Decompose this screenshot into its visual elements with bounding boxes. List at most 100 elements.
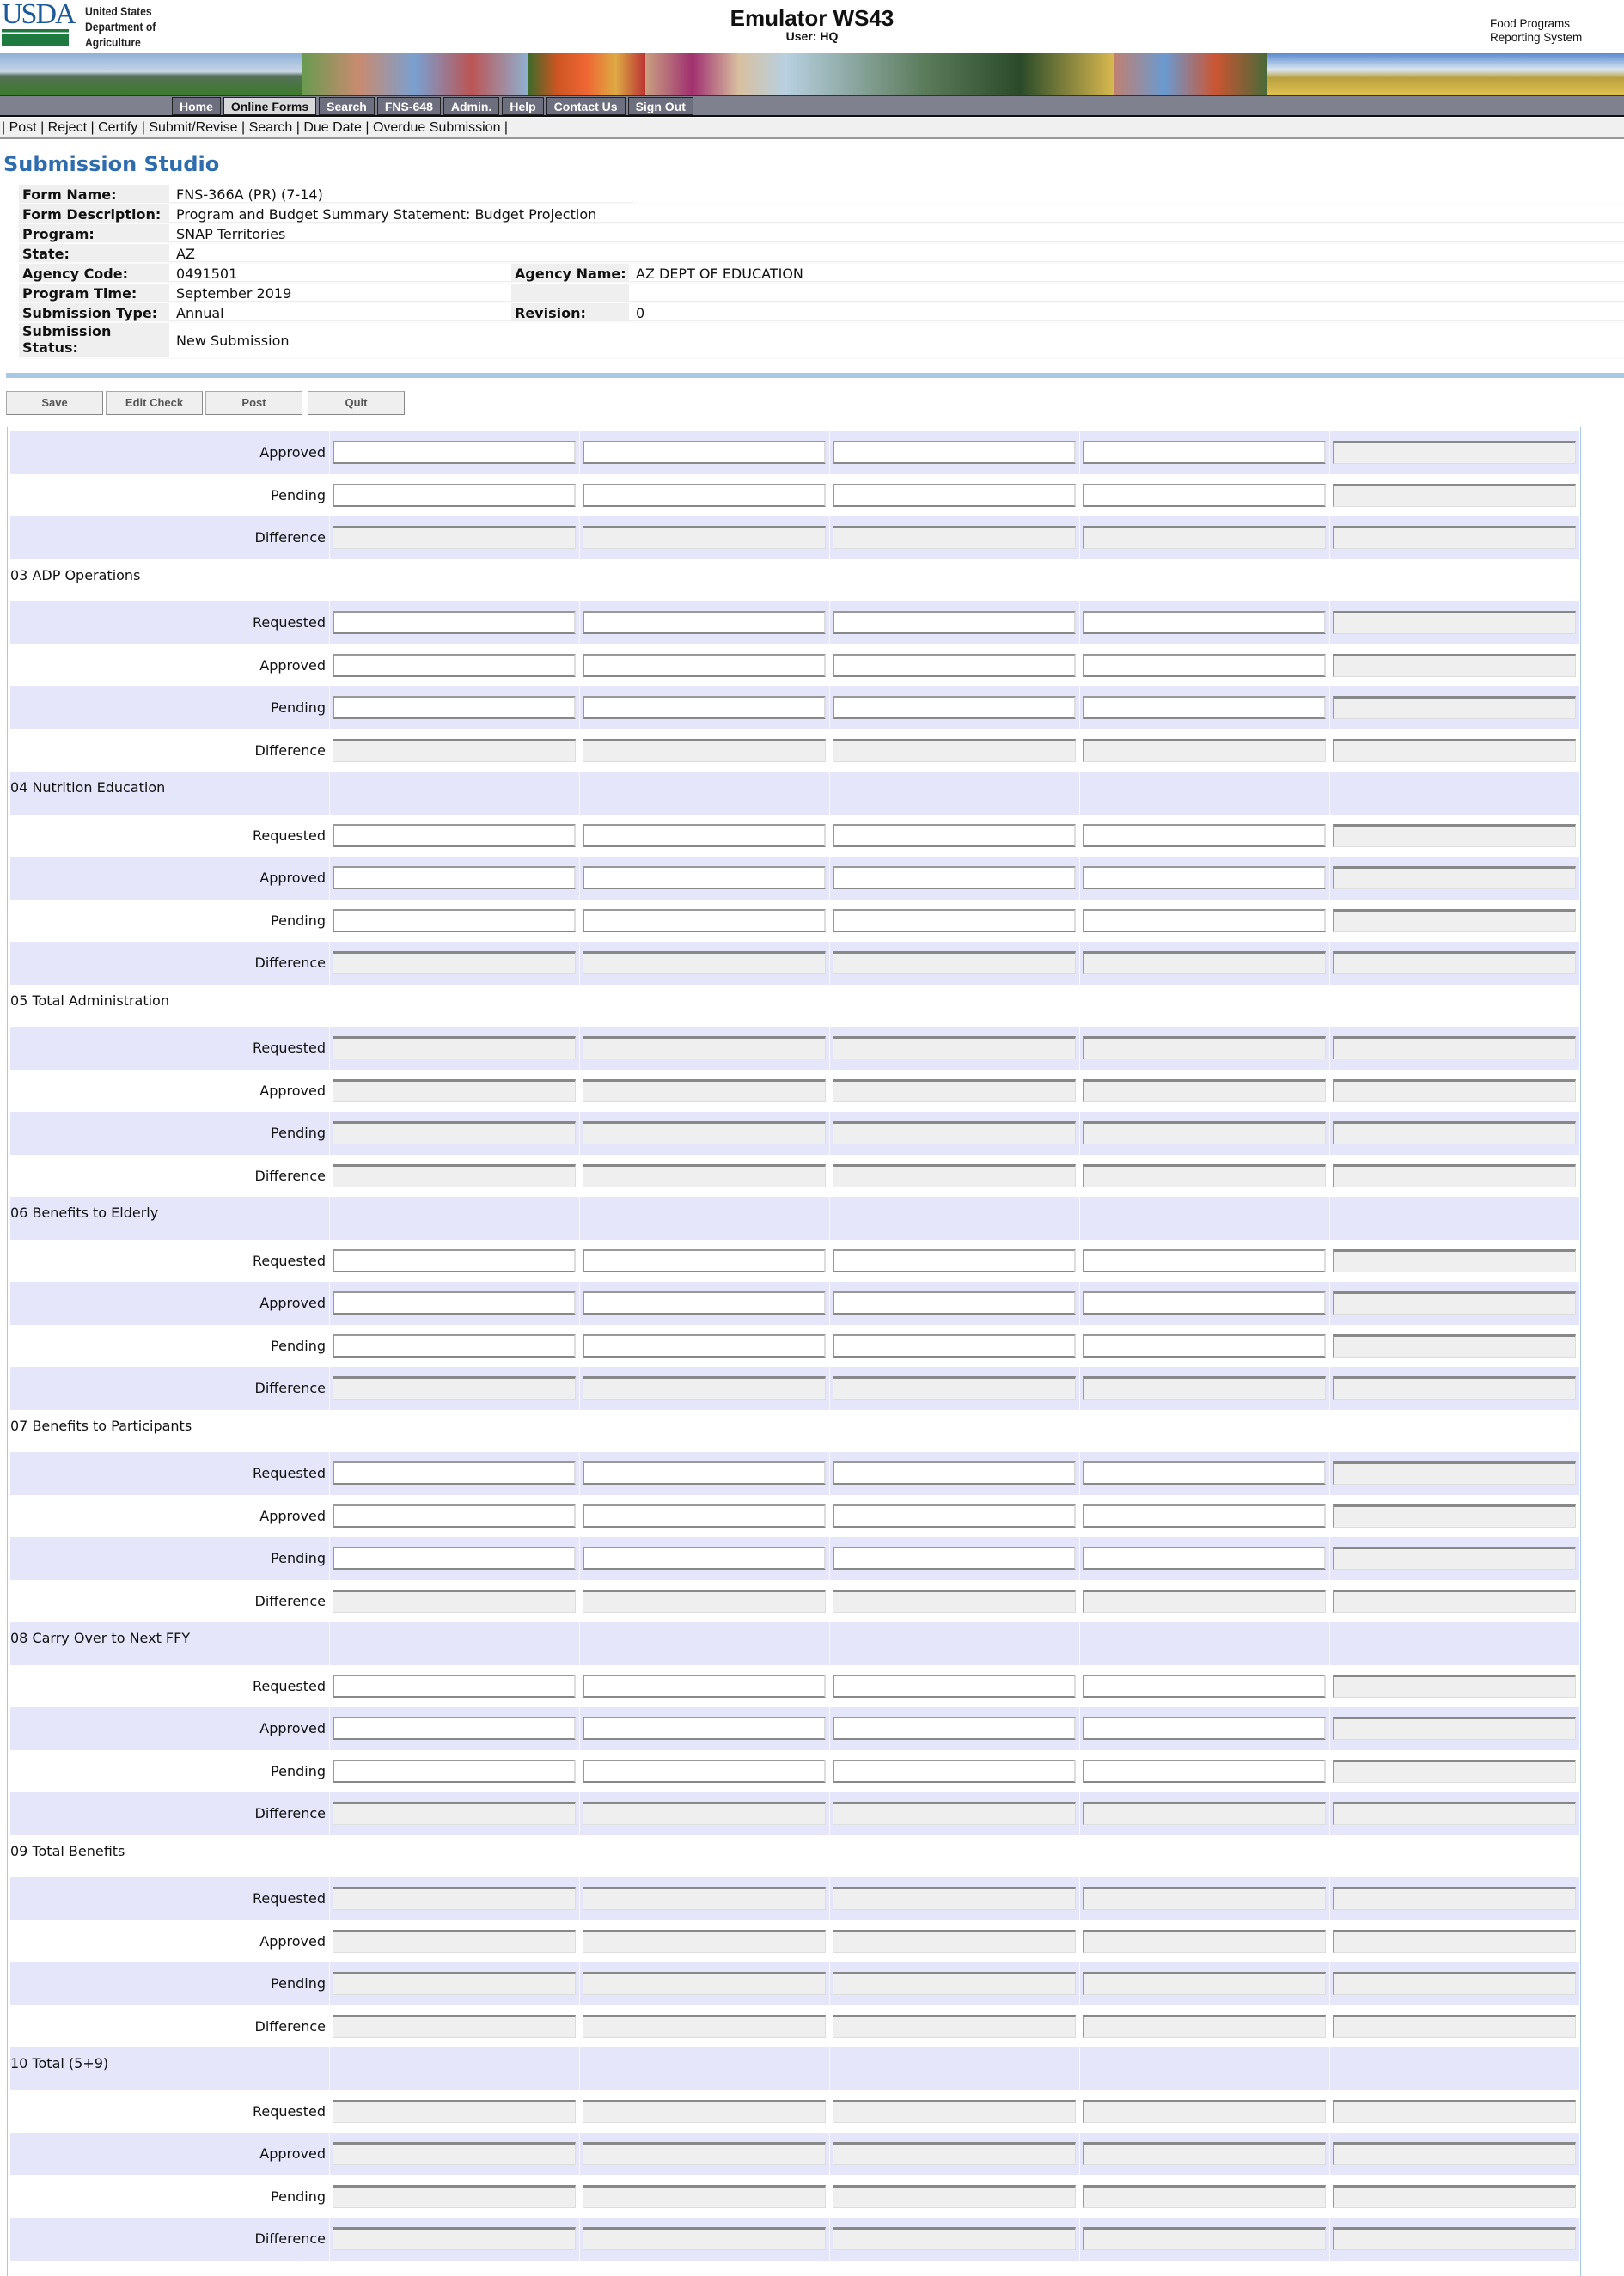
table-row: Approved <box>10 1919 1579 1962</box>
amount-input[interactable] <box>583 1461 826 1486</box>
amount-input[interactable] <box>1083 611 1326 635</box>
amount-input[interactable] <box>583 696 826 720</box>
nav-online-forms[interactable]: Online Forms <box>223 97 317 115</box>
nav-home[interactable]: Home <box>172 97 221 115</box>
amount-input[interactable] <box>833 1461 1076 1486</box>
amount-input[interactable] <box>833 866 1076 890</box>
amount-input[interactable] <box>1083 696 1326 720</box>
amount-input[interactable] <box>1083 653 1326 677</box>
quit-button[interactable]: Quit <box>308 391 405 415</box>
nav-contact-us[interactable]: Contact Us <box>546 97 626 115</box>
amount-input[interactable] <box>333 823 576 847</box>
amount-input[interactable] <box>833 1333 1076 1358</box>
amount-input[interactable] <box>583 441 826 465</box>
amount-input[interactable] <box>333 908 576 932</box>
budget-grid[interactable] <box>7 427 1581 2276</box>
amount-input[interactable] <box>333 1461 576 1486</box>
amount-input[interactable] <box>333 611 576 635</box>
amount-input[interactable] <box>1083 1717 1326 1741</box>
computed-field <box>1333 951 1576 975</box>
grid-cell <box>579 814 829 857</box>
amount-input[interactable] <box>583 483 826 507</box>
amount-input[interactable] <box>833 1717 1076 1741</box>
amount-input[interactable] <box>333 441 576 465</box>
amount-input[interactable] <box>333 653 576 677</box>
amount-input[interactable] <box>1083 1291 1326 1315</box>
amount-input[interactable] <box>333 1504 576 1528</box>
grid-cell <box>1079 1537 1329 1580</box>
amount-input[interactable] <box>833 696 1076 720</box>
save-button[interactable]: Save <box>6 391 103 415</box>
empty-cell <box>579 772 829 815</box>
subnav-reject[interactable]: Reject <box>47 120 88 135</box>
nav-fns-648[interactable]: FNS-648 <box>376 97 441 115</box>
amount-input[interactable] <box>583 1291 826 1315</box>
amount-input[interactable] <box>1083 1674 1326 1698</box>
amount-input[interactable] <box>833 483 1076 507</box>
nav-help[interactable]: Help <box>502 97 544 115</box>
amount-input[interactable] <box>583 653 826 677</box>
table-row: Requested <box>10 1664 1579 1707</box>
amount-input[interactable] <box>333 1291 576 1315</box>
nav-admin[interactable]: Admin. <box>443 97 500 115</box>
subnav-search[interactable]: Search <box>248 120 293 135</box>
amount-input[interactable] <box>1083 908 1326 932</box>
amount-input[interactable] <box>583 1674 826 1698</box>
amount-input[interactable] <box>333 1248 576 1272</box>
amount-input[interactable] <box>1083 1333 1326 1358</box>
amount-input[interactable] <box>583 908 826 932</box>
amount-input[interactable] <box>833 653 1076 677</box>
subnav-certify[interactable]: Certify <box>98 120 138 135</box>
amount-input[interactable] <box>833 1248 1076 1272</box>
amount-input[interactable] <box>833 1759 1076 1783</box>
amount-input[interactable] <box>333 1717 576 1741</box>
amount-input[interactable] <box>333 1674 576 1698</box>
amount-input[interactable] <box>583 1717 826 1741</box>
amount-input[interactable] <box>1083 1461 1326 1486</box>
nav-sign-out[interactable]: Sign Out <box>627 97 693 115</box>
amount-input[interactable] <box>1083 1759 1326 1783</box>
amount-input[interactable] <box>583 1547 826 1571</box>
amount-input[interactable] <box>833 1291 1076 1315</box>
grid-cell <box>1079 431 1329 474</box>
amount-input[interactable] <box>1083 1504 1326 1528</box>
amount-input[interactable] <box>1083 1547 1326 1571</box>
amount-input[interactable] <box>583 1504 826 1528</box>
amount-input[interactable] <box>583 1333 826 1358</box>
computed-field <box>1333 2014 1576 2038</box>
amount-input[interactable] <box>583 823 826 847</box>
subnav-submit-revise[interactable]: Submit/Revise <box>149 120 238 135</box>
amount-input[interactable] <box>333 1759 576 1783</box>
amount-input[interactable] <box>1083 1248 1326 1272</box>
nav-search[interactable]: Search <box>319 97 375 115</box>
amount-input[interactable] <box>583 1248 826 1272</box>
amount-input[interactable] <box>333 483 576 507</box>
usda-logo[interactable]: USDA <box>2 0 76 48</box>
subnav-post[interactable]: Post <box>9 120 37 135</box>
amount-input[interactable] <box>583 1759 826 1783</box>
subnav-due-date[interactable]: Due Date <box>303 120 362 135</box>
amount-input[interactable] <box>1083 441 1326 465</box>
amount-input[interactable] <box>833 1504 1076 1528</box>
amount-input[interactable] <box>1083 823 1326 847</box>
edit-check-button[interactable]: Edit Check <box>106 391 203 415</box>
amount-input[interactable] <box>333 1547 576 1571</box>
amount-input[interactable] <box>333 866 576 890</box>
amount-input[interactable] <box>833 1547 1076 1571</box>
amount-input[interactable] <box>833 611 1076 635</box>
amount-input[interactable] <box>333 696 576 720</box>
amount-input[interactable] <box>833 441 1076 465</box>
header: USDA United States Department of Agricul… <box>0 0 1624 53</box>
amount-input[interactable] <box>583 866 826 890</box>
subnav-overdue-submission[interactable]: Overdue Submission <box>372 120 501 135</box>
grid-cell <box>329 1962 579 2005</box>
grid-cell <box>1079 473 1329 516</box>
amount-input[interactable] <box>1083 866 1326 890</box>
amount-input[interactable] <box>333 1333 576 1358</box>
amount-input[interactable] <box>833 908 1076 932</box>
amount-input[interactable] <box>833 823 1076 847</box>
amount-input[interactable] <box>833 1674 1076 1698</box>
amount-input[interactable] <box>1083 483 1326 507</box>
post-button[interactable]: Post <box>205 391 302 415</box>
amount-input[interactable] <box>583 611 826 635</box>
